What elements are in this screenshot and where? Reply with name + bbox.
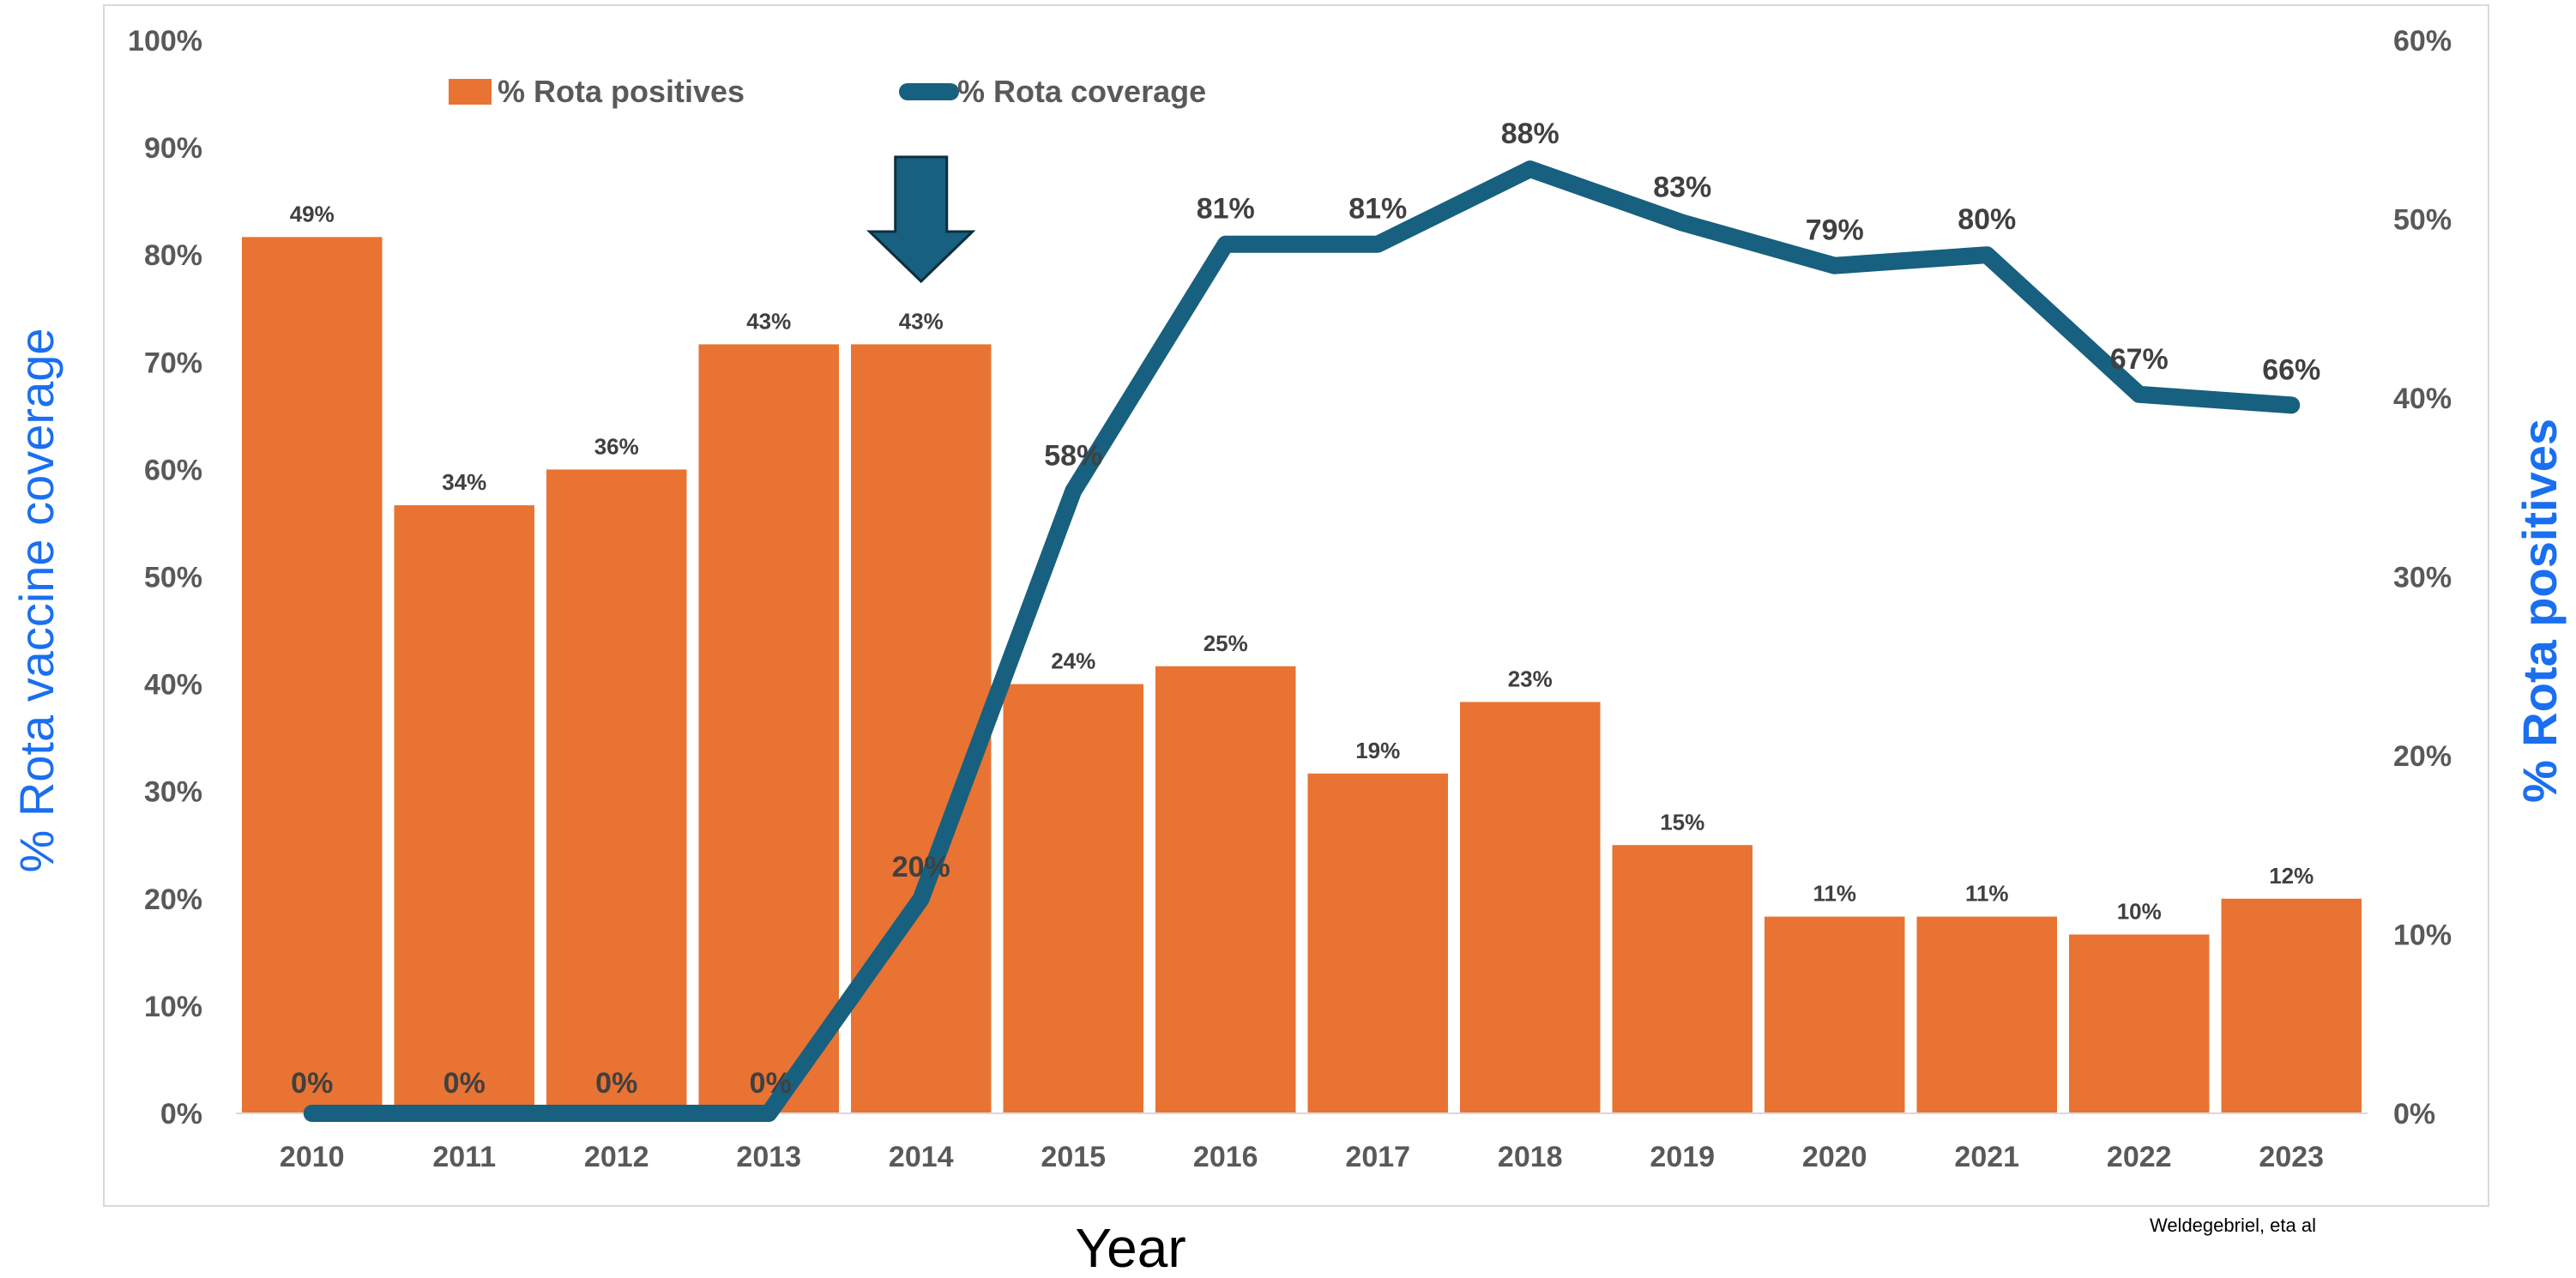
bar-2018 [1460, 702, 1601, 1113]
bar-2013 [698, 344, 839, 1113]
x-tick-2020: 2020 [1802, 1141, 1867, 1173]
axis-group: 2010 2011 2012 2013 2014 2015 2016 2017 2018 2019… [128, 25, 2452, 1173]
bar-label-2012: 36% [594, 433, 639, 459]
left-tick-90%: 90% [144, 132, 202, 165]
left-tick-30%: 30% [144, 776, 202, 809]
x-tick-2021: 2021 [1954, 1141, 2019, 1173]
right-tick-0%: 0% [2393, 1098, 2435, 1130]
x-tick-2019: 2019 [1650, 1141, 1715, 1173]
x-tick-2015: 2015 [1041, 1141, 1106, 1173]
x-tick-2018: 2018 [1498, 1141, 1563, 1173]
line-label-2022: 67% [2110, 343, 2169, 376]
right-tick-20%: 20% [2393, 740, 2452, 773]
coverage-line [303, 160, 2301, 1122]
left-tick-100%: 100% [128, 25, 202, 57]
bar-2012 [546, 469, 687, 1113]
x-tick-2023: 2023 [2259, 1141, 2324, 1173]
left-tick-0%: 0% [160, 1098, 202, 1130]
bar-label-2010: 49% [290, 201, 335, 226]
left-tick-40%: 40% [144, 669, 202, 702]
bar-label-2019: 15% [1660, 809, 1704, 835]
left-tick-70%: 70% [144, 347, 202, 379]
line-label-2021: 80% [1958, 203, 2016, 236]
left-tick-10%: 10% [144, 991, 202, 1023]
left-tick-60%: 60% [144, 454, 202, 486]
left-tick-20%: 20% [144, 883, 202, 916]
bar-label-2016: 25% [1204, 630, 1248, 656]
line-label-2016: 81% [1197, 193, 1255, 226]
line-label-2019: 83% [1653, 172, 1711, 204]
bar-2015 [1003, 684, 1143, 1113]
bar-2022 [2069, 934, 2210, 1113]
left-axis-title: % Rota vaccine coverage [9, 328, 63, 872]
bar-group [242, 237, 2362, 1114]
bar-2017 [1307, 773, 1448, 1113]
bar-label-2022: 10% [2117, 899, 2162, 925]
line-label-2012: 0% [595, 1067, 637, 1100]
bar-2010 [242, 237, 383, 1114]
right-tick-30%: 30% [2393, 562, 2452, 594]
bar-2014 [851, 344, 992, 1113]
bar-label-2023: 12% [2269, 863, 2314, 889]
label-group: 49% 34% 36% 43% 43% 24% 25% 19% 23% 15% 11% 11% 10% 1… [290, 118, 2321, 1100]
annotation-arrow [866, 155, 976, 284]
credit-text: Weldegebriel, eta al [2150, 1215, 2316, 1236]
line-group [303, 160, 2301, 1122]
bar-2016 [1155, 666, 1296, 1113]
bar-2019 [1612, 845, 1753, 1113]
legend-label-coverage: % Rota coverage [957, 74, 1206, 109]
x-tick-2013: 2013 [736, 1141, 801, 1173]
right-tick-60%: 60% [2393, 25, 2452, 57]
line-label-2018: 88% [1501, 118, 1559, 150]
x-tick-2010: 2010 [280, 1141, 345, 1173]
x-tick-2014: 2014 [889, 1141, 954, 1173]
left-tick-80%: 80% [144, 239, 202, 272]
right-tick-50%: 50% [2393, 204, 2452, 237]
down-arrow-icon [866, 155, 976, 284]
line-label-2014: 20% [892, 851, 950, 883]
x-tick-2012: 2012 [584, 1141, 649, 1173]
line-label-2013: 0% [750, 1067, 792, 1100]
left-tick-50%: 50% [144, 562, 202, 594]
x-axis-title: Year [1075, 1217, 1185, 1274]
bar-label-2011: 34% [442, 469, 486, 495]
bar-label-2020: 11% [1813, 881, 1856, 907]
bar-2021 [1916, 916, 2057, 1113]
bar-label-2015: 24% [1051, 648, 1095, 674]
bar-label-2017: 19% [1355, 738, 1400, 763]
bar-label-2021: 11% [1965, 881, 2009, 907]
line-label-2010: 0% [291, 1067, 333, 1100]
bar-2020 [1765, 916, 1905, 1113]
legend-swatch-positives [449, 79, 492, 105]
x-tick-2016: 2016 [1193, 1141, 1258, 1173]
bar-2023 [2221, 898, 2362, 1113]
line-label-2023: 66% [2262, 353, 2320, 386]
line-label-2015: 58% [1044, 439, 1102, 472]
right-tick-40%: 40% [2393, 383, 2452, 415]
bar-2011 [394, 505, 534, 1113]
right-axis-title: % Rota positives [2513, 419, 2567, 803]
bar-label-2014: 43% [899, 308, 944, 334]
line-label-2017: 81% [1348, 193, 1407, 226]
line-label-2011: 0% [443, 1067, 486, 1100]
legend-label-positives: % Rota positives [498, 74, 745, 109]
bar-label-2013: 43% [746, 308, 791, 334]
x-tick-2022: 2022 [2107, 1141, 2172, 1173]
x-tick-2017: 2017 [1345, 1141, 1410, 1173]
x-tick-2011: 2011 [432, 1141, 496, 1173]
bar-label-2018: 23% [1508, 666, 1553, 691]
line-label-2020: 79% [1806, 214, 1864, 247]
right-tick-10%: 10% [2393, 919, 2452, 952]
legend: % Rota positives % Rota coverage [449, 74, 1206, 109]
